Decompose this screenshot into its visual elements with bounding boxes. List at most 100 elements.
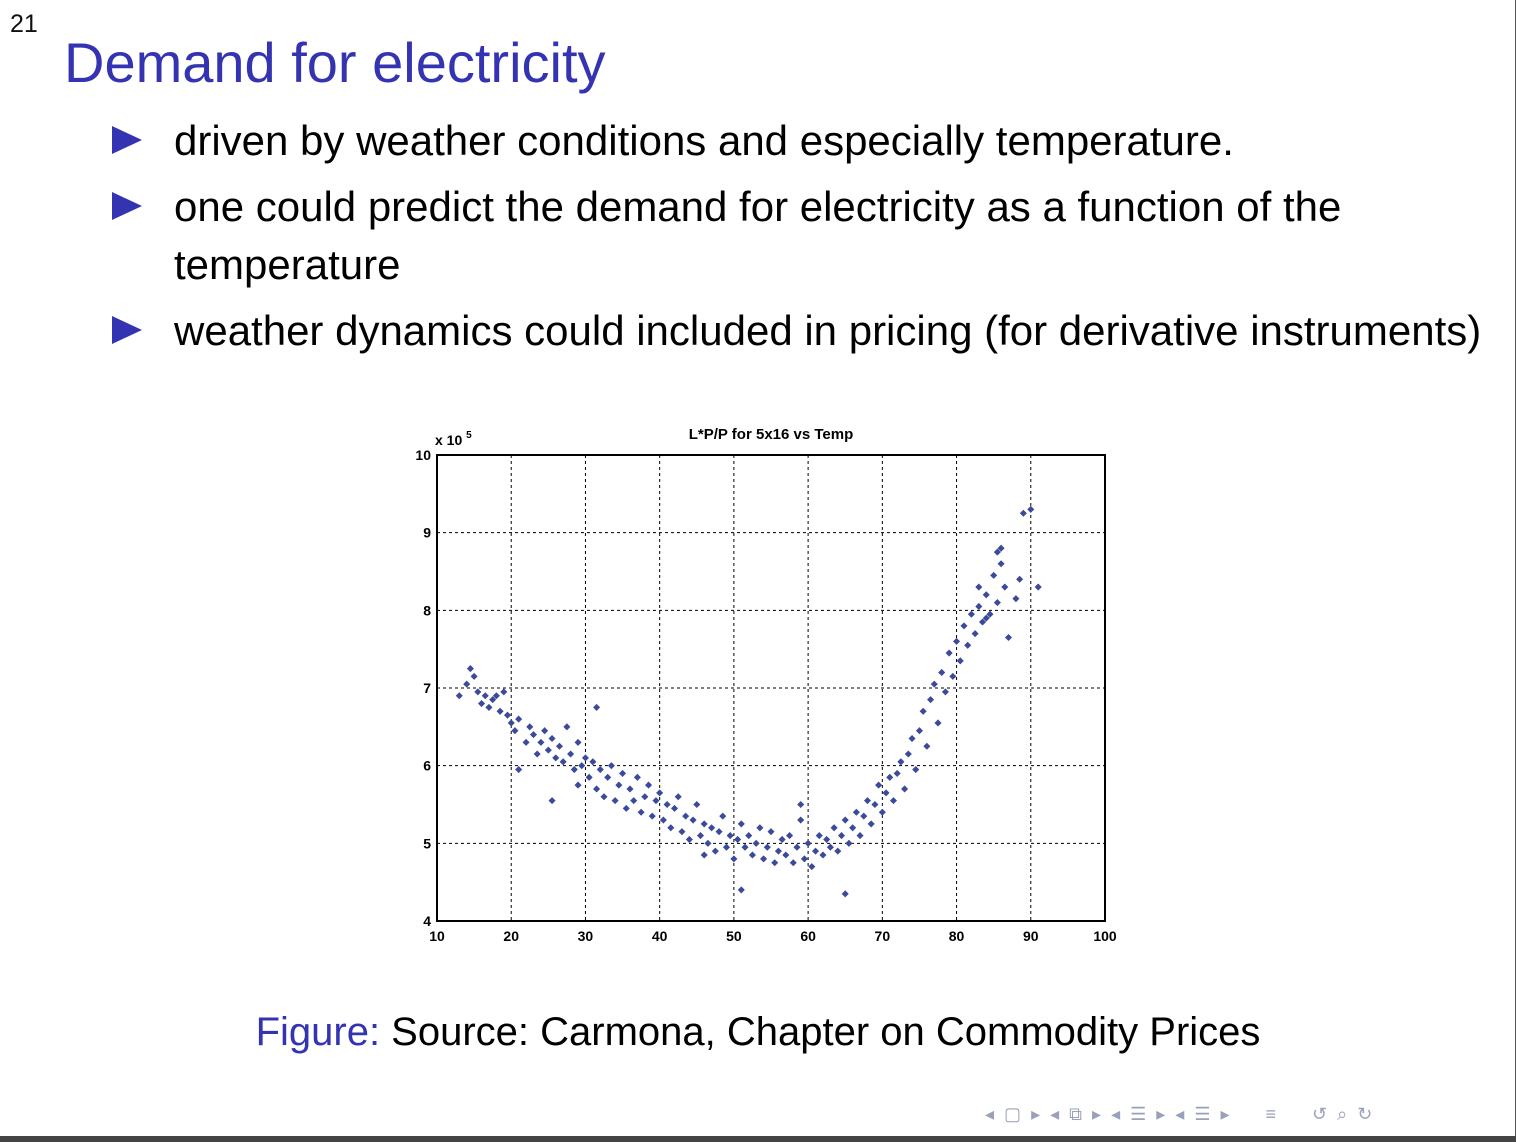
bullet-text: weather dynamics could included in prici… xyxy=(174,307,1482,354)
data-point xyxy=(455,692,463,700)
nav-next-icon[interactable]: ▸ xyxy=(1092,1104,1102,1124)
data-point xyxy=(1004,633,1013,642)
data-point xyxy=(570,766,578,774)
data-point xyxy=(748,851,756,859)
data-point xyxy=(533,750,541,758)
data-point xyxy=(574,781,582,789)
data-point xyxy=(964,641,972,649)
frame-icon[interactable]: ▢ xyxy=(1004,1104,1022,1124)
data-point xyxy=(589,758,597,766)
y-tick-label: 7 xyxy=(423,680,431,696)
data-point xyxy=(737,886,745,894)
data-point xyxy=(871,800,879,809)
section-icon[interactable]: ☰ xyxy=(1194,1104,1211,1124)
chart-grid xyxy=(437,455,1105,921)
data-point xyxy=(830,824,838,832)
data-point xyxy=(503,711,512,719)
nav-next-icon[interactable]: ▸ xyxy=(1031,1104,1041,1124)
search-back-icon[interactable]: ↺ xyxy=(1312,1104,1328,1124)
data-point xyxy=(863,797,872,805)
axis-ticks: 10 20 30 40 50 60 70 80 90 100 4 5 6 7 8 9 10 xyxy=(415,447,1116,944)
align-icon[interactable]: ≡ xyxy=(1265,1104,1277,1124)
x-tick-label: 50 xyxy=(726,928,742,944)
triangle-bullet-icon xyxy=(112,316,142,344)
chart-title: L*P/P for 5x16 vs Temp xyxy=(689,426,854,443)
data-point xyxy=(945,649,953,657)
data-point xyxy=(819,851,827,859)
data-point xyxy=(511,727,519,735)
data-point xyxy=(771,859,779,867)
data-point xyxy=(752,839,760,847)
data-point xyxy=(477,699,486,708)
data-point xyxy=(719,812,727,820)
triangle-bullet-icon xyxy=(112,192,142,220)
data-point xyxy=(953,637,961,645)
data-point xyxy=(1001,583,1009,591)
y-tick-label: 9 xyxy=(423,525,431,541)
nav-next-icon[interactable]: ▸ xyxy=(1156,1104,1166,1124)
data-point xyxy=(585,773,593,781)
data-point xyxy=(463,680,471,688)
data-point xyxy=(1034,583,1042,591)
data-point xyxy=(941,688,949,696)
section-icon[interactable]: ☰ xyxy=(1130,1104,1147,1124)
x-tick-label: 30 xyxy=(578,928,594,944)
data-point xyxy=(656,789,664,797)
data-point xyxy=(849,824,857,832)
data-point xyxy=(856,832,864,840)
data-point xyxy=(659,816,667,824)
data-point xyxy=(882,789,890,797)
data-point xyxy=(930,680,938,688)
data-point xyxy=(886,773,894,781)
nav-next-icon[interactable]: ▸ xyxy=(1220,1104,1230,1124)
data-point xyxy=(841,890,849,898)
data-point xyxy=(919,707,927,715)
nav-prev-icon[interactable]: ◂ xyxy=(985,1104,995,1124)
data-point xyxy=(622,804,630,812)
data-point xyxy=(485,703,493,711)
data-point xyxy=(904,750,912,758)
bullet-text: one could predict the demand for electri… xyxy=(174,183,1342,288)
data-point xyxy=(967,610,975,618)
subsection-icon[interactable]: ⧉ xyxy=(1069,1104,1083,1124)
data-point xyxy=(997,560,1005,568)
data-point xyxy=(693,800,701,809)
nav-prev-icon[interactable]: ◂ xyxy=(1050,1104,1060,1124)
x-tick-label: 20 xyxy=(503,928,519,944)
data-point xyxy=(633,773,641,781)
y-axis-multiplier: x 10 5 xyxy=(435,430,472,448)
data-point xyxy=(522,738,530,746)
data-point xyxy=(700,851,708,859)
bullet-item: driven by weather conditions and especia… xyxy=(112,112,1492,170)
data-point xyxy=(548,734,556,743)
y-tick-label: 8 xyxy=(423,602,431,618)
caption-label: Figure: xyxy=(255,1010,381,1054)
nav-prev-icon[interactable]: ◂ xyxy=(1175,1104,1185,1124)
data-point xyxy=(975,583,983,591)
nav-prev-icon[interactable]: ◂ xyxy=(1111,1104,1121,1124)
data-point xyxy=(555,742,564,750)
data-point xyxy=(552,754,560,762)
data-point xyxy=(730,855,738,863)
data-point xyxy=(537,738,545,746)
data-point xyxy=(708,824,716,832)
data-point xyxy=(897,758,905,766)
data-point xyxy=(934,719,942,727)
data-point xyxy=(978,618,987,626)
bullet-item: one could predict the demand for electri… xyxy=(112,178,1492,294)
data-points xyxy=(455,505,1042,898)
data-point xyxy=(804,839,812,847)
data-point xyxy=(615,781,623,789)
triangle-bullet-icon xyxy=(112,126,142,154)
data-point xyxy=(949,672,957,680)
data-point xyxy=(667,824,675,832)
data-point xyxy=(800,855,808,863)
data-point xyxy=(604,773,612,781)
search-icon[interactable]: ⌕ xyxy=(1337,1104,1348,1124)
data-point xyxy=(726,832,734,840)
data-point xyxy=(741,843,749,851)
data-point xyxy=(470,672,478,680)
data-point xyxy=(515,766,523,774)
data-point xyxy=(626,785,634,793)
search-forward-icon[interactable]: ↻ xyxy=(1357,1104,1373,1124)
